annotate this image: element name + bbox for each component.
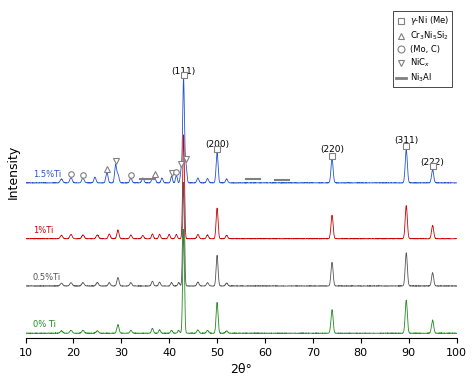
Text: (111): (111) [172,67,196,76]
Text: 1.5%Ti: 1.5%Ti [33,170,61,179]
X-axis label: 2θ°: 2θ° [230,363,252,376]
Text: (220): (220) [320,145,344,154]
Text: (200): (200) [205,141,229,149]
Y-axis label: Intensity: Intensity [7,145,20,200]
Legend: $\gamma$-Ni (Me), Cr$_3$Ni$_5$Si$_2$, (Mo, C), NiC$_x$, Ni$_3$Al: $\gamma$-Ni (Me), Cr$_3$Ni$_5$Si$_2$, (M… [393,11,452,87]
Text: 1%Ti: 1%Ti [33,226,53,235]
Text: (311): (311) [394,136,419,145]
Text: 0.5%Ti: 0.5%Ti [33,273,61,282]
Text: (222): (222) [420,158,445,167]
Text: 0% Ti: 0% Ti [33,320,55,329]
